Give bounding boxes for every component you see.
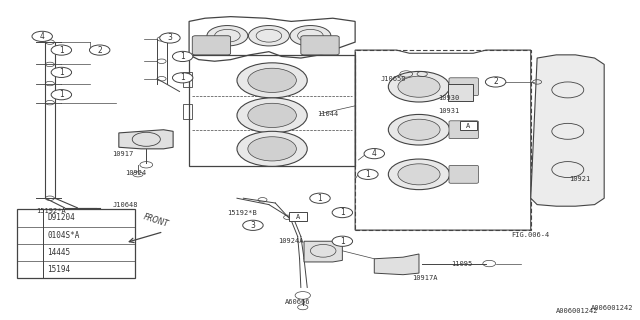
Circle shape — [358, 169, 378, 180]
Circle shape — [388, 159, 450, 190]
Circle shape — [364, 148, 385, 159]
FancyBboxPatch shape — [449, 165, 478, 183]
Text: 1: 1 — [180, 52, 185, 61]
Circle shape — [290, 26, 331, 46]
Text: 15192*B: 15192*B — [227, 210, 257, 216]
Text: 1: 1 — [180, 73, 185, 82]
Circle shape — [51, 45, 72, 55]
Text: A: A — [467, 123, 470, 129]
Text: 10924: 10924 — [125, 170, 147, 176]
Text: 10930: 10930 — [438, 95, 460, 101]
Circle shape — [51, 90, 72, 100]
Circle shape — [332, 236, 353, 246]
Circle shape — [243, 220, 263, 230]
Circle shape — [19, 212, 41, 223]
Circle shape — [32, 31, 52, 42]
Text: 1: 1 — [317, 194, 323, 203]
Circle shape — [398, 164, 440, 185]
Circle shape — [237, 131, 307, 166]
Polygon shape — [374, 254, 419, 275]
Text: FRONT: FRONT — [142, 212, 170, 228]
Polygon shape — [304, 240, 342, 262]
Text: 10924A: 10924A — [278, 238, 304, 244]
Text: A006001242: A006001242 — [591, 305, 633, 311]
Text: J10648: J10648 — [113, 202, 138, 208]
Text: A: A — [296, 213, 300, 220]
FancyBboxPatch shape — [17, 209, 135, 278]
FancyBboxPatch shape — [192, 36, 230, 55]
Circle shape — [388, 71, 450, 102]
FancyBboxPatch shape — [449, 78, 478, 96]
Circle shape — [19, 247, 41, 258]
Text: 4: 4 — [28, 265, 33, 274]
Circle shape — [237, 63, 307, 98]
FancyBboxPatch shape — [448, 84, 473, 101]
Text: 10917: 10917 — [113, 151, 134, 156]
Text: 14445: 14445 — [47, 248, 70, 257]
Circle shape — [398, 119, 440, 140]
Text: 15192*A: 15192*A — [36, 208, 65, 214]
FancyBboxPatch shape — [460, 122, 477, 130]
Text: 3: 3 — [28, 248, 33, 257]
Circle shape — [248, 68, 296, 92]
Text: 2: 2 — [493, 77, 498, 86]
Text: 11044: 11044 — [317, 111, 338, 117]
Text: 3: 3 — [250, 221, 255, 230]
Text: 1: 1 — [28, 213, 33, 222]
Circle shape — [388, 115, 450, 145]
Text: 4: 4 — [372, 149, 377, 158]
Text: 10917A: 10917A — [413, 275, 438, 281]
FancyBboxPatch shape — [301, 36, 339, 55]
Circle shape — [237, 98, 307, 133]
Text: J10650: J10650 — [381, 76, 406, 82]
Text: 1: 1 — [365, 170, 371, 179]
FancyBboxPatch shape — [289, 212, 307, 221]
Circle shape — [248, 26, 289, 46]
Text: A006001242: A006001242 — [556, 308, 599, 314]
Circle shape — [173, 73, 193, 83]
Text: 15194: 15194 — [47, 265, 70, 274]
Text: FIG.006-4: FIG.006-4 — [511, 232, 550, 238]
Text: 10931: 10931 — [438, 108, 460, 114]
Circle shape — [90, 45, 110, 55]
Polygon shape — [119, 130, 173, 149]
Text: 2: 2 — [28, 231, 33, 240]
Text: 1: 1 — [340, 208, 345, 217]
Polygon shape — [531, 55, 604, 206]
Circle shape — [160, 33, 180, 43]
Circle shape — [485, 77, 506, 87]
Circle shape — [19, 230, 41, 241]
Circle shape — [207, 26, 248, 46]
Circle shape — [398, 76, 440, 97]
Circle shape — [51, 67, 72, 77]
Text: 2: 2 — [97, 45, 102, 55]
Text: 1: 1 — [59, 68, 64, 77]
Text: D91204: D91204 — [47, 213, 75, 222]
Text: 4: 4 — [40, 32, 45, 41]
Circle shape — [248, 103, 296, 127]
Circle shape — [19, 264, 41, 275]
Text: 10921: 10921 — [569, 176, 590, 182]
Circle shape — [332, 207, 353, 218]
Circle shape — [173, 51, 193, 61]
Text: 11095: 11095 — [451, 260, 472, 267]
Text: 1: 1 — [59, 90, 64, 99]
Circle shape — [310, 193, 330, 203]
Text: A60666: A60666 — [285, 299, 310, 305]
Text: 1: 1 — [340, 237, 345, 246]
Text: 1: 1 — [59, 45, 64, 55]
FancyBboxPatch shape — [449, 121, 478, 139]
Circle shape — [248, 137, 296, 161]
Text: 3: 3 — [168, 34, 172, 43]
Text: 0104S*A: 0104S*A — [47, 231, 80, 240]
